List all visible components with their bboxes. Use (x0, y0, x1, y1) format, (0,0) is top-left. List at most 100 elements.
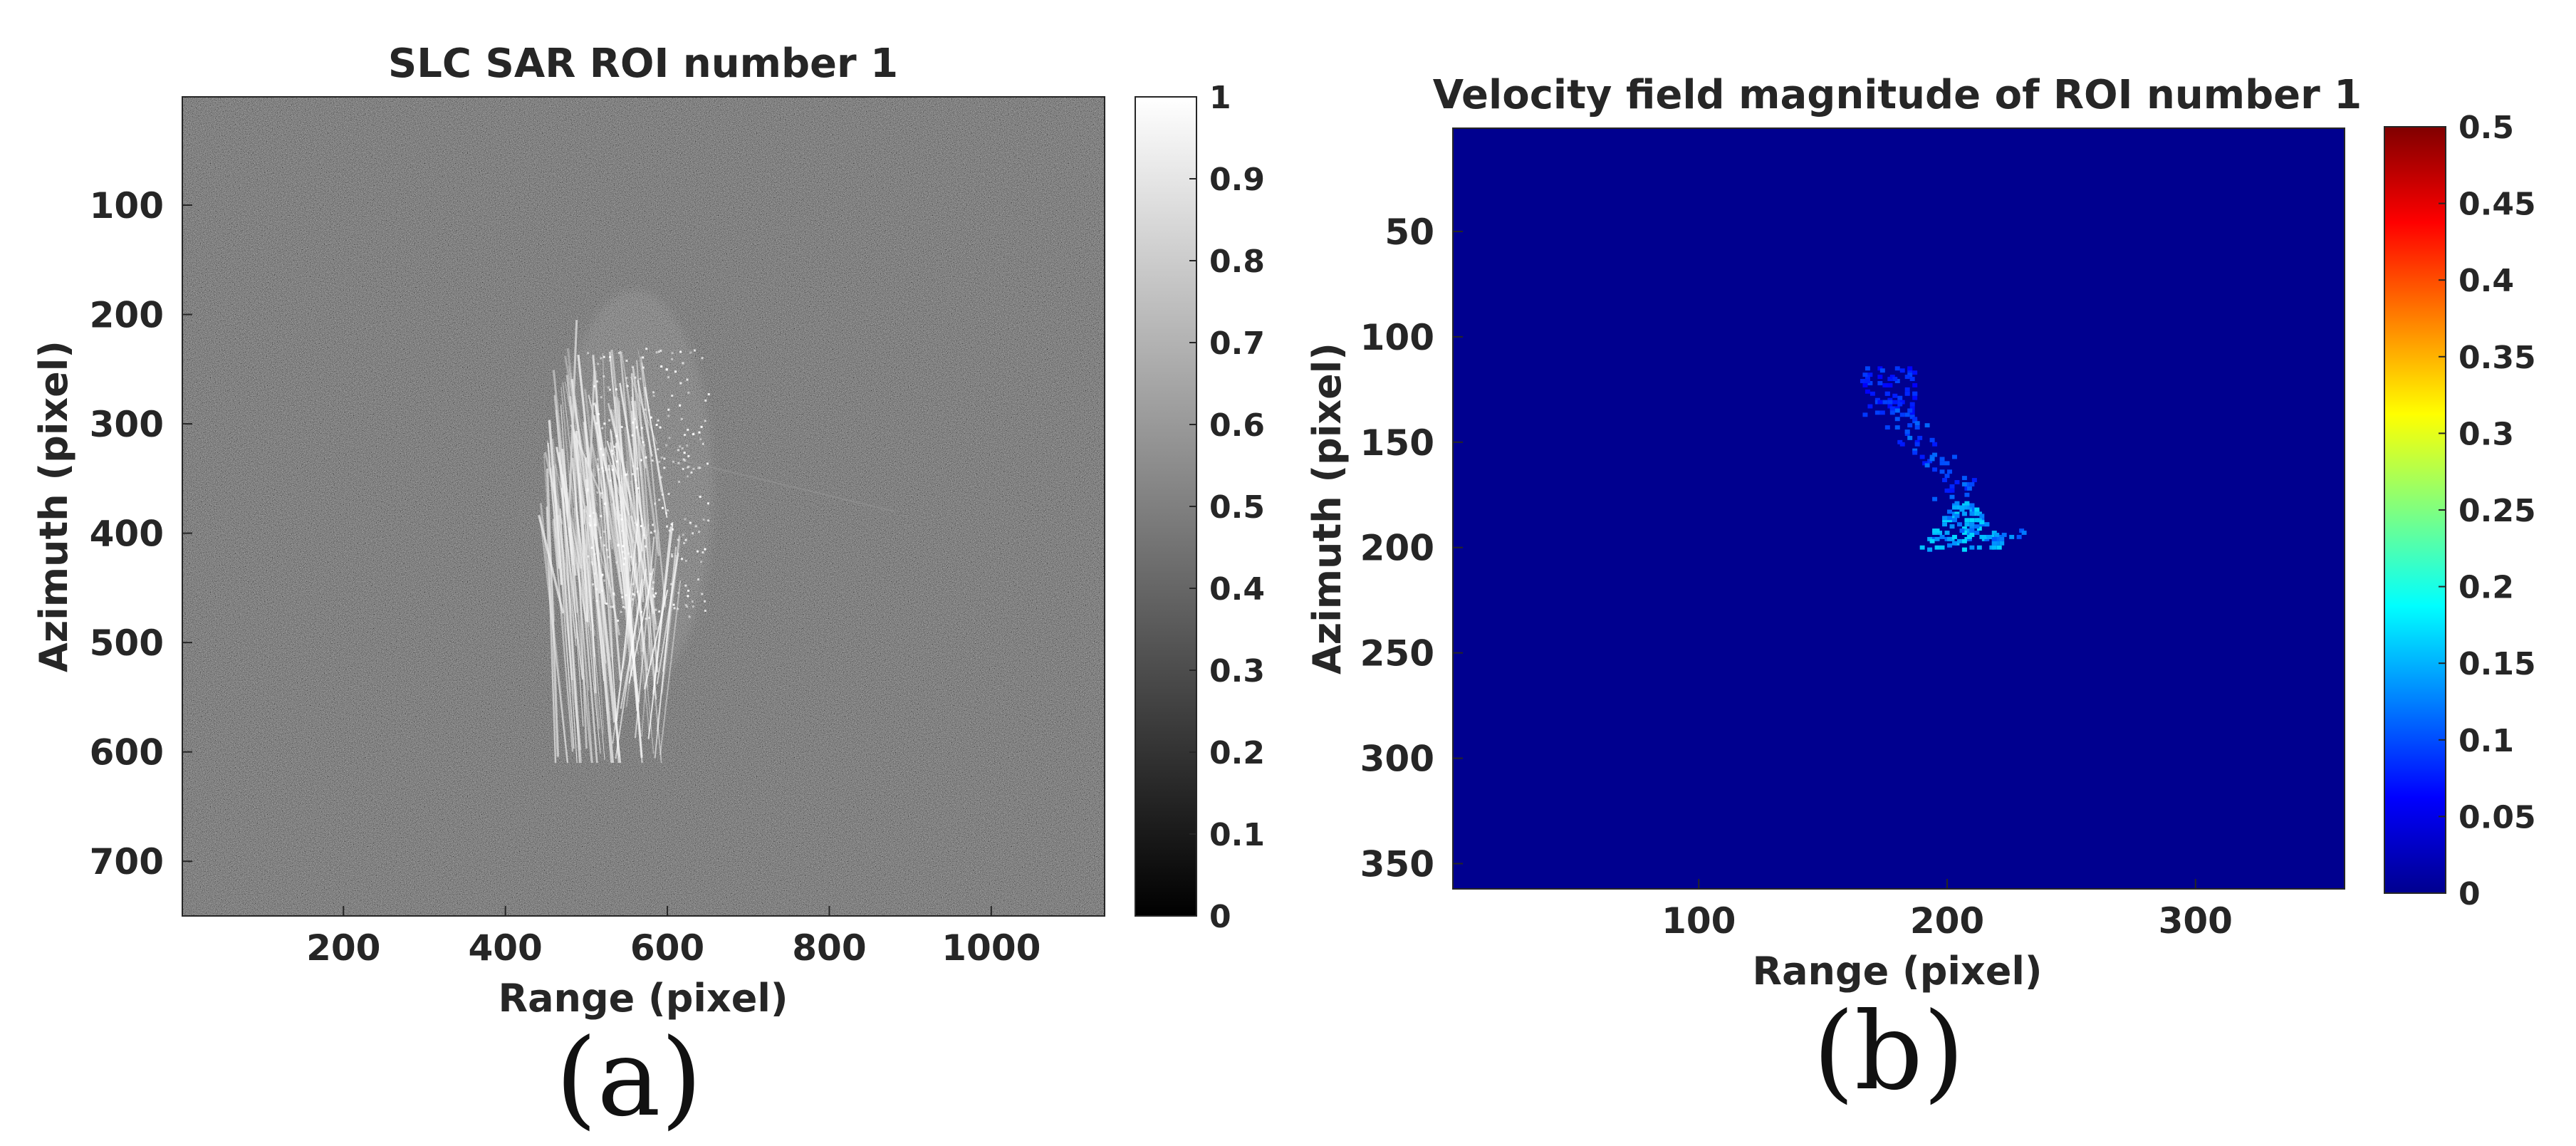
panel-b-velocity-cell (1974, 507, 1980, 512)
panel-b-velocity-cell (1971, 511, 1977, 516)
panel-b-velocity-cell (1956, 505, 1962, 510)
panel-b-velocity-cell (1942, 522, 1947, 527)
panel-a-speckle (700, 561, 703, 563)
panel-b-velocity-cell (1912, 370, 1918, 375)
panel-b-velocity-cell (1944, 536, 1950, 541)
panel-a-streak (543, 452, 563, 525)
panel-b-velocity-cell (1934, 545, 1940, 550)
panel-a-speckle (692, 432, 695, 435)
panel-b-label: (b) (1813, 990, 1964, 1114)
panel-a-speckle (593, 572, 596, 575)
panel-b-y-ticks: 50 100 150 200 250 300 350 (1360, 212, 1463, 885)
panel-b-velocity-cell (1956, 522, 1962, 527)
panel-a-streak (596, 424, 611, 585)
panel-a-streak (564, 381, 595, 539)
panel-a-streak (611, 464, 640, 702)
panel-b-velocity-cell (1904, 429, 1910, 434)
panel-a-streak (634, 400, 659, 672)
panel-a-streak (572, 432, 588, 749)
panel-b-velocity-cell (1981, 534, 1987, 539)
panel-b-velocity-cell (1877, 381, 1883, 385)
panel-a-speckle (621, 551, 624, 553)
panel-a-speckle (632, 464, 635, 467)
panel-a-speckle (640, 525, 643, 528)
panel-a-speckle (591, 563, 594, 566)
panel-a-speckle (687, 466, 689, 469)
panel-b-velocity-cell (1887, 397, 1893, 402)
panel-b-velocity-cell (1964, 486, 1970, 491)
panel-b-axes-box (1452, 127, 2345, 890)
panel-b-y-tick-label: 300 (1360, 739, 1434, 780)
panel-a-speckle (587, 352, 590, 355)
panel-b-velocity-cell (1939, 469, 1945, 474)
panel-b-colorbar-tick-label: 0.35 (2458, 340, 2536, 376)
panel-a-speckle (601, 467, 604, 469)
panel-b-velocity-cell (1949, 536, 1955, 541)
panel-b-velocity-cell (1969, 503, 1975, 508)
panel-a-speckle (704, 610, 706, 613)
panel-b-x-axis-label: Range (pixel) (1752, 949, 2042, 994)
panel-b-velocity-cell (1939, 461, 1945, 466)
panel-a-speckle (608, 388, 611, 391)
panel-b-velocity-cell (1991, 536, 1997, 541)
panel-a-speckle (682, 458, 685, 461)
panel-a-bright-target (538, 290, 895, 764)
panel-b-velocity-cell (1996, 536, 2002, 541)
panel-a-streak (620, 351, 642, 476)
panel-a-speckle (689, 521, 692, 524)
panel-a-speckle (701, 593, 704, 595)
panel-a-speckle (694, 525, 697, 528)
panel-a-speckle (661, 494, 664, 496)
panel-b-velocity-cell (2001, 533, 2007, 537)
panel-a-streak (569, 473, 595, 636)
panel-a-speckle (603, 422, 606, 425)
panel-a-speckle (689, 351, 692, 354)
panel-b-velocity-cell (1984, 536, 1990, 541)
panel-a-speckle (633, 417, 636, 420)
panel-b-velocity-cell (1951, 541, 1957, 546)
panel-b-velocity-cell (1887, 382, 1893, 387)
panel-b-velocity-cell (1951, 505, 1957, 510)
panel-a-speckle (661, 506, 664, 509)
panel-b-velocity-cell (1939, 545, 1945, 550)
panel-b-velocity-cell (1867, 381, 1873, 385)
panel-a-axes-box (182, 96, 1105, 917)
panel-b-y-tick-label: 200 (1360, 528, 1434, 569)
panel-a-speckle (658, 460, 661, 463)
panel-b-velocity-cell (1949, 524, 1955, 529)
panel-a-speckle (688, 615, 691, 618)
panel-a-streak (595, 370, 612, 657)
panel-a-speckle (667, 509, 669, 512)
panel-a-y-tick-label: 600 (90, 732, 164, 773)
panel-a-speckle (642, 356, 645, 359)
panel-a-tail-streak (620, 568, 647, 709)
panel-b-velocity-cell (1944, 461, 1950, 466)
panel-a-speckle (611, 469, 614, 472)
panel-a-speckle (702, 442, 704, 445)
panel-a-streak (553, 465, 575, 749)
panel-a-speckle (645, 348, 648, 350)
panel-a-colorbar-tick-label: 0.4 (1209, 571, 1265, 608)
panel-a-speckle (598, 468, 600, 471)
panel-a-speckle (615, 388, 617, 391)
panel-b-velocity-cell (1989, 534, 1995, 539)
panel-a-speckle (622, 605, 625, 608)
panel-b-velocity-cell (1887, 400, 1893, 405)
panel-a-speckle (655, 608, 657, 611)
panel-a-speckle (620, 425, 623, 428)
panel-a-speckle (603, 544, 606, 547)
panel-b-colorbar-tick-label: 0.3 (2458, 416, 2514, 452)
panel-b-velocity-cell (1879, 368, 1885, 373)
panel-a-speckle (600, 492, 603, 495)
panel-b-velocity-cell (1954, 511, 1960, 516)
panel-a-speckle (665, 368, 668, 371)
panel-a-streak (637, 349, 663, 499)
panel-a-speckle (681, 447, 684, 449)
panel-a-speckle (652, 395, 655, 397)
panel-b-velocity-cell (1966, 486, 1972, 491)
panel-a-speckle (595, 380, 598, 383)
panel-a-speckle (677, 608, 679, 610)
panel-a-speckle (681, 558, 684, 561)
panel-a-faint-line (667, 456, 895, 512)
panel-b-velocity-cell (1996, 534, 2002, 539)
